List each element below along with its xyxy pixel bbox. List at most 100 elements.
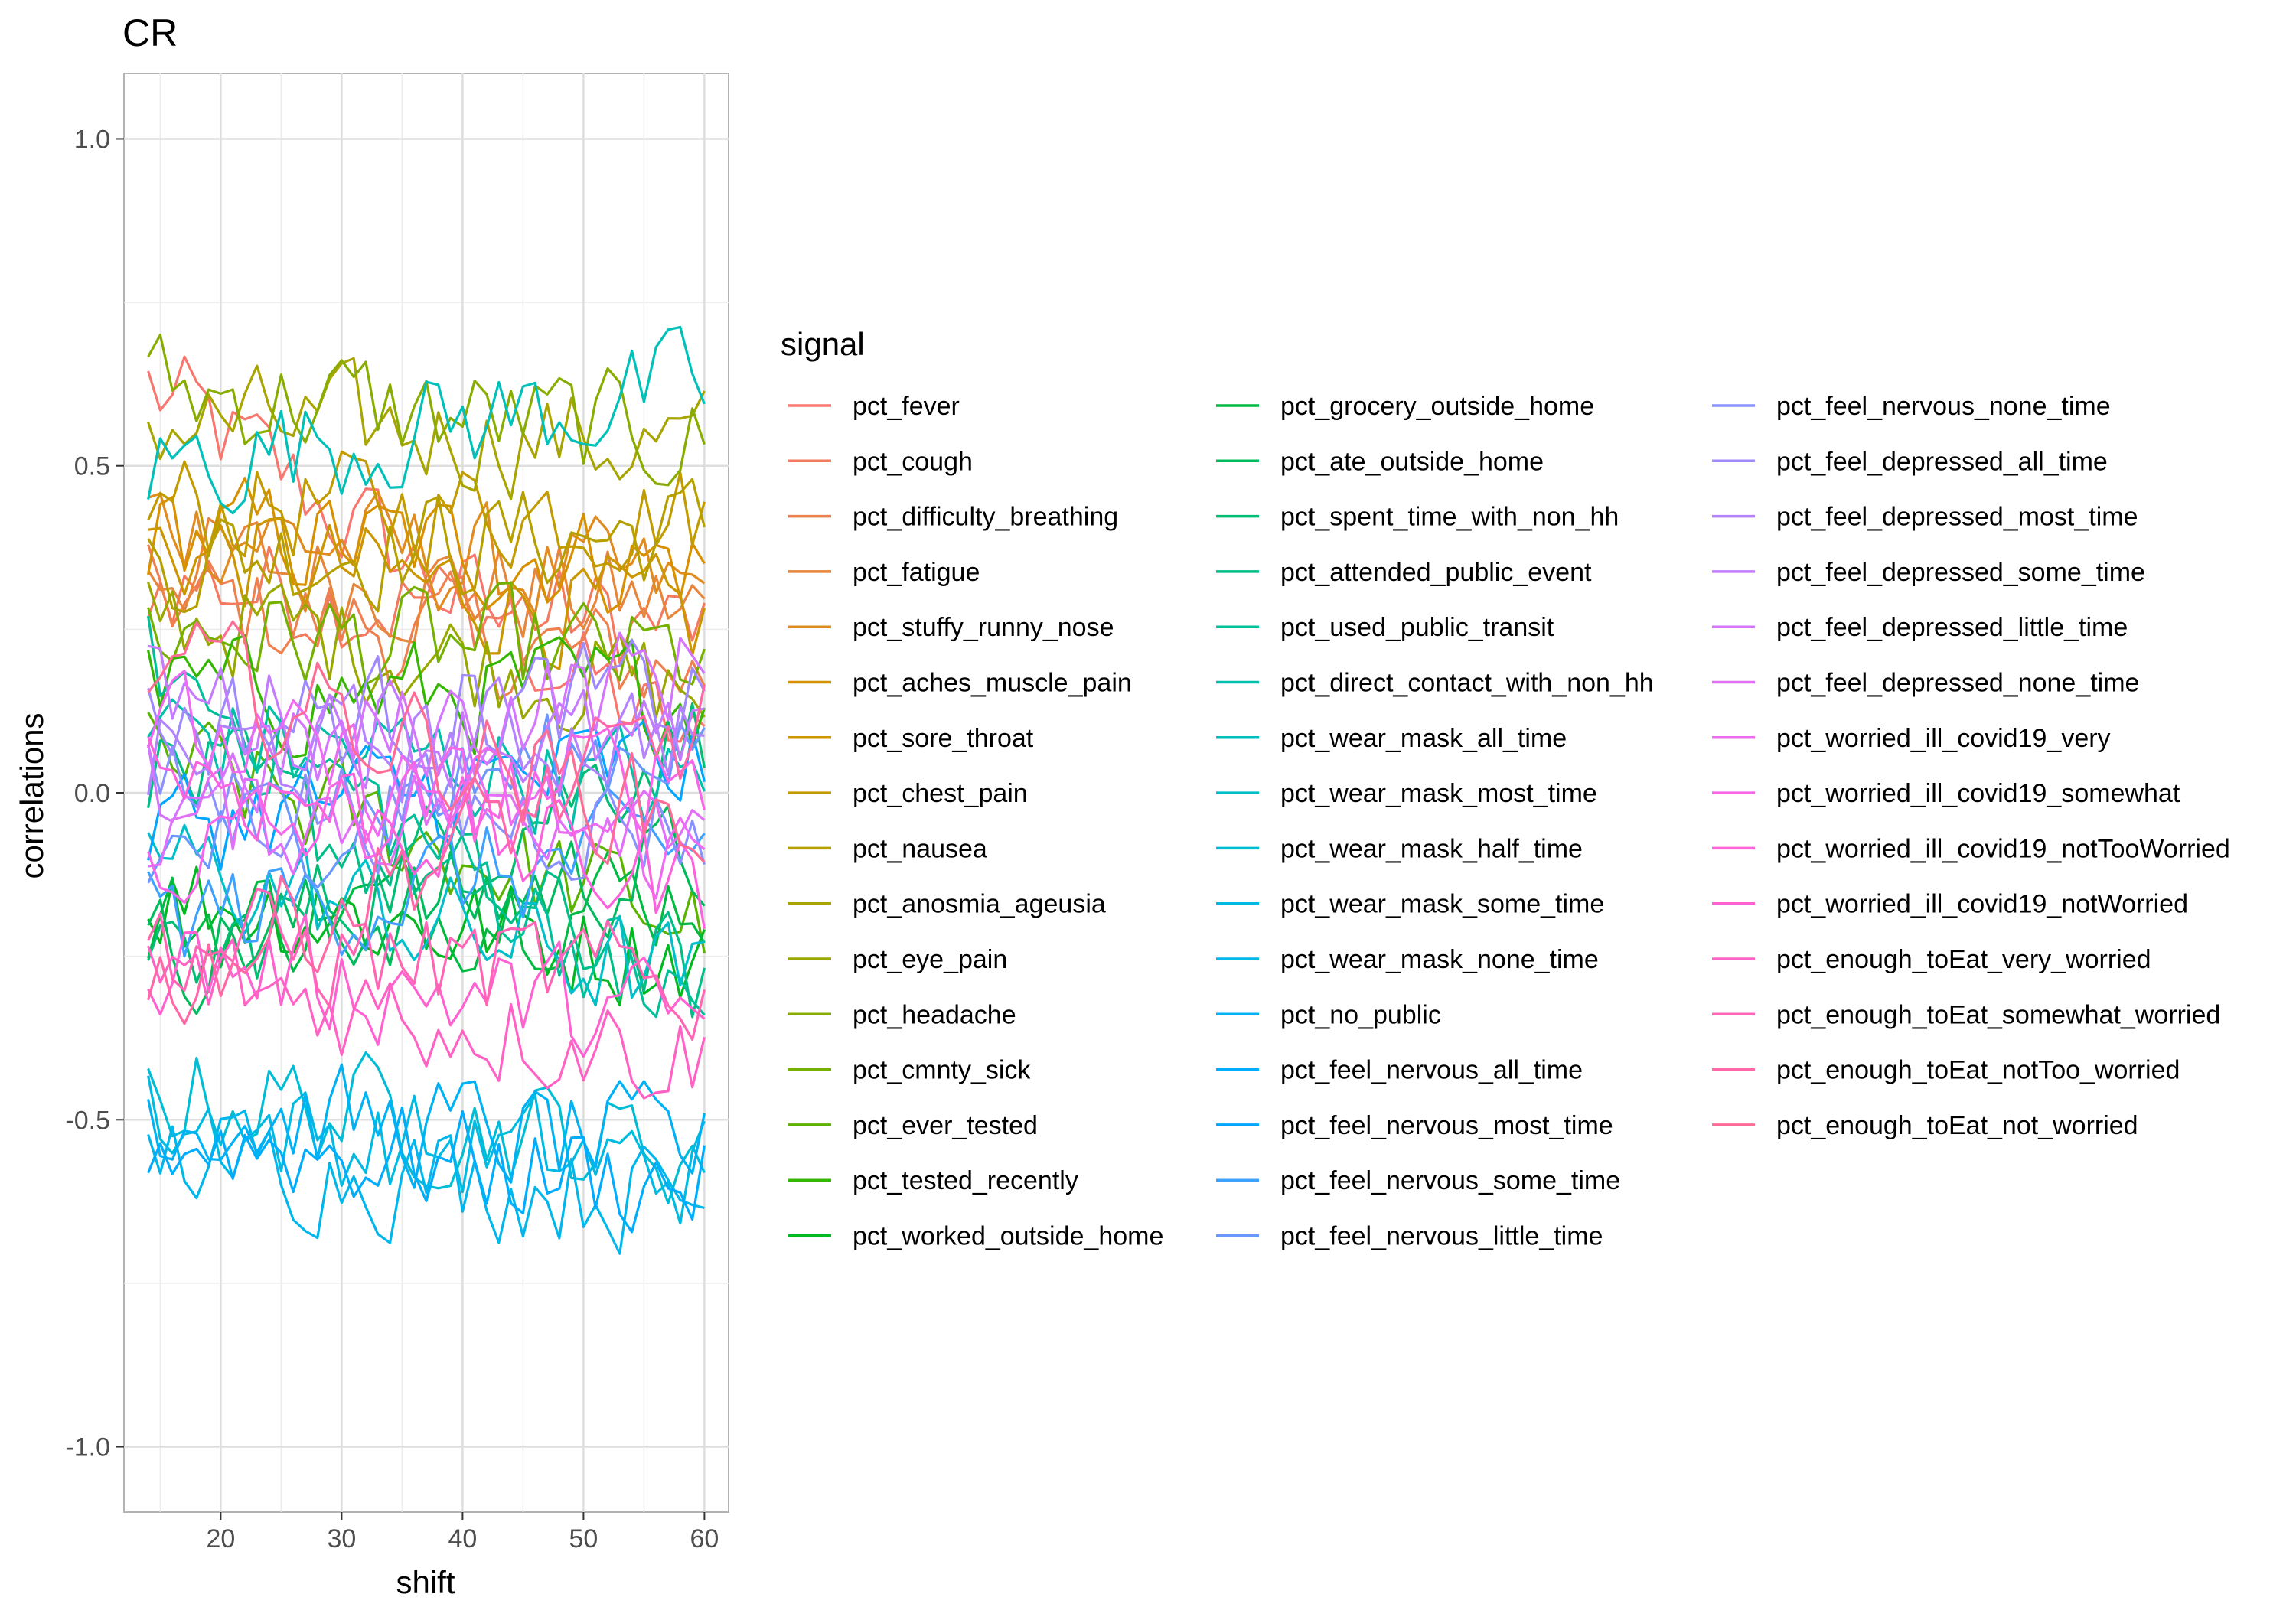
series-line: [147, 804, 706, 1015]
y-tick-label: 0.0: [74, 779, 110, 808]
legend-label: pct_used_public_transit: [1280, 613, 1554, 642]
series-line: [147, 357, 706, 500]
legend-item: pct_feel_depressed_all_time: [1712, 447, 2108, 476]
legend-label: pct_attended_public_event: [1280, 558, 1592, 587]
series-line: [147, 477, 706, 614]
legend-item: pct_worried_ill_covid19_very: [1712, 724, 2111, 753]
legend-item: pct_wear_mask_some_time: [1216, 890, 1604, 919]
legend-item: pct_enough_toEat_notToo_worried: [1712, 1056, 2180, 1085]
series-lines: [147, 325, 706, 1255]
x-tick-label: 50: [569, 1524, 598, 1553]
legend-item: pct_wear_mask_half_time: [1216, 834, 1583, 863]
legend-item: pct_attended_public_event: [1216, 558, 1592, 587]
legend-label: pct_worried_ill_covid19_very: [1776, 724, 2111, 753]
legend-label: pct_direct_contact_with_non_hh: [1280, 669, 1654, 698]
legend-item: pct_cough: [788, 447, 973, 476]
legend-item: pct_feel_depressed_most_time: [1712, 503, 2138, 532]
x-axis-ticks: 20 30 40 50 60: [206, 1512, 719, 1553]
legend-item: pct_nausea: [788, 834, 987, 863]
series-line: [147, 1106, 706, 1234]
chart-title: CR: [122, 11, 178, 54]
series-line: [147, 1110, 705, 1255]
legend-label: pct_worried_ill_covid19_notWorried: [1776, 890, 2188, 919]
legend-item: pct_tested_recently: [788, 1166, 1078, 1195]
legend-item: pct_aches_muscle_pain: [788, 669, 1132, 698]
legend-label: pct_feel_depressed_all_time: [1776, 447, 2108, 476]
legend-label: pct_sore_throat: [853, 724, 1034, 753]
legend-item: pct_feel_depressed_none_time: [1712, 669, 2139, 698]
legend-item: pct_wear_mask_none_time: [1216, 945, 1599, 974]
legend-item: pct_eye_pain: [788, 945, 1007, 974]
series-line: [147, 631, 706, 823]
legend-item: pct_stuffy_runny_nose: [788, 613, 1114, 642]
legend-item: pct_difficulty_breathing: [788, 503, 1118, 532]
legend-item: pct_feel_nervous_some_time: [1216, 1166, 1620, 1195]
legend-label: pct_grocery_outside_home: [1280, 392, 1594, 421]
legend-label: pct_feel_nervous_none_time: [1776, 392, 2111, 421]
legend-label: pct_wear_mask_half_time: [1280, 834, 1583, 863]
legend-label: pct_enough_toEat_not_worried: [1776, 1111, 2138, 1140]
legend-item: pct_feel_depressed_some_time: [1712, 558, 2145, 587]
legend-label: pct_enough_toEat_very_worried: [1776, 945, 2151, 974]
legend-item: pct_feel_nervous_little_time: [1216, 1222, 1603, 1251]
series-line: [148, 517, 706, 670]
series-line: [148, 763, 706, 876]
legend-item: pct_direct_contact_with_non_hh: [1216, 669, 1654, 698]
legend-item: pct_sore_throat: [788, 724, 1034, 753]
legend-label: pct_enough_toEat_somewhat_worried: [1776, 1000, 2220, 1029]
series-line: [147, 726, 706, 905]
legend-item: pct_worried_ill_covid19_notTooWorried: [1712, 834, 2230, 863]
x-tick-label: 60: [690, 1524, 719, 1553]
legend-label: pct_wear_mask_some_time: [1280, 890, 1604, 919]
y-tick-label: 0.5: [74, 452, 110, 481]
x-tick-label: 20: [206, 1524, 235, 1553]
legend-item: pct_grocery_outside_home: [1216, 392, 1594, 421]
legend-label: pct_feel_nervous_all_time: [1280, 1056, 1583, 1085]
legend-title: signal: [781, 326, 865, 362]
legend-item: pct_enough_toEat_very_worried: [1712, 945, 2151, 974]
legend-item: pct_feel_nervous_all_time: [1216, 1056, 1583, 1085]
legend-label: pct_cmnty_sick: [853, 1056, 1031, 1085]
legend-label: pct_feel_nervous_little_time: [1280, 1222, 1603, 1251]
legend-label: pct_aches_muscle_pain: [853, 669, 1132, 698]
legend-label: pct_wear_mask_none_time: [1280, 945, 1599, 974]
y-tick-label: -0.5: [65, 1106, 110, 1135]
legend-label: pct_nausea: [853, 834, 987, 863]
legend-label: pct_spent_time_with_non_hh: [1280, 503, 1619, 532]
legend-item: pct_feel_nervous_most_time: [1216, 1111, 1613, 1140]
series-line: [147, 1063, 706, 1189]
legend-item: pct_fever: [788, 392, 960, 421]
x-tick-label: 30: [327, 1524, 356, 1553]
series-line: [147, 615, 706, 1019]
legend-item: pct_feel_depressed_little_time: [1712, 613, 2128, 642]
legend-label: pct_feel_depressed_none_time: [1776, 669, 2139, 698]
legend-label: pct_anosmia_ageusia: [853, 890, 1106, 919]
legend-label: pct_chest_pain: [853, 779, 1028, 808]
series-line: [147, 670, 706, 900]
legend-label: pct_wear_mask_all_time: [1280, 724, 1567, 753]
legend-label: pct_fever: [853, 392, 960, 421]
series-line: [147, 938, 706, 1100]
legend-label: pct_no_public: [1280, 1000, 1441, 1029]
legend-label: pct_eye_pain: [853, 945, 1007, 974]
legend-label: pct_worked_outside_home: [853, 1222, 1163, 1251]
legend-item: pct_chest_pain: [788, 779, 1028, 808]
series-line: [147, 736, 706, 930]
legend-item: pct_spent_time_with_non_hh: [1216, 503, 1619, 532]
series-line: [147, 478, 706, 614]
legend-label: pct_feel_depressed_little_time: [1776, 613, 2128, 642]
legend-item: pct_headache: [788, 1000, 1016, 1029]
legend-label: pct_worried_ill_covid19_somewhat: [1776, 779, 2180, 808]
series-line: [147, 620, 706, 865]
legend-item: pct_enough_toEat_somewhat_worried: [1712, 1000, 2220, 1029]
legend-label: pct_tested_recently: [853, 1166, 1078, 1195]
series-line: [147, 676, 705, 804]
legend-item: pct_enough_toEat_not_worried: [1712, 1111, 2138, 1140]
legend-label: pct_stuffy_runny_nose: [853, 613, 1114, 642]
series-line: [147, 887, 706, 1041]
series-line: [148, 644, 705, 790]
y-axis-title: correlations: [14, 712, 50, 878]
legend-label: pct_feel_nervous_some_time: [1280, 1166, 1620, 1195]
legend-label: pct_difficulty_breathing: [853, 503, 1118, 532]
legend-item: pct_feel_nervous_none_time: [1712, 392, 2111, 421]
